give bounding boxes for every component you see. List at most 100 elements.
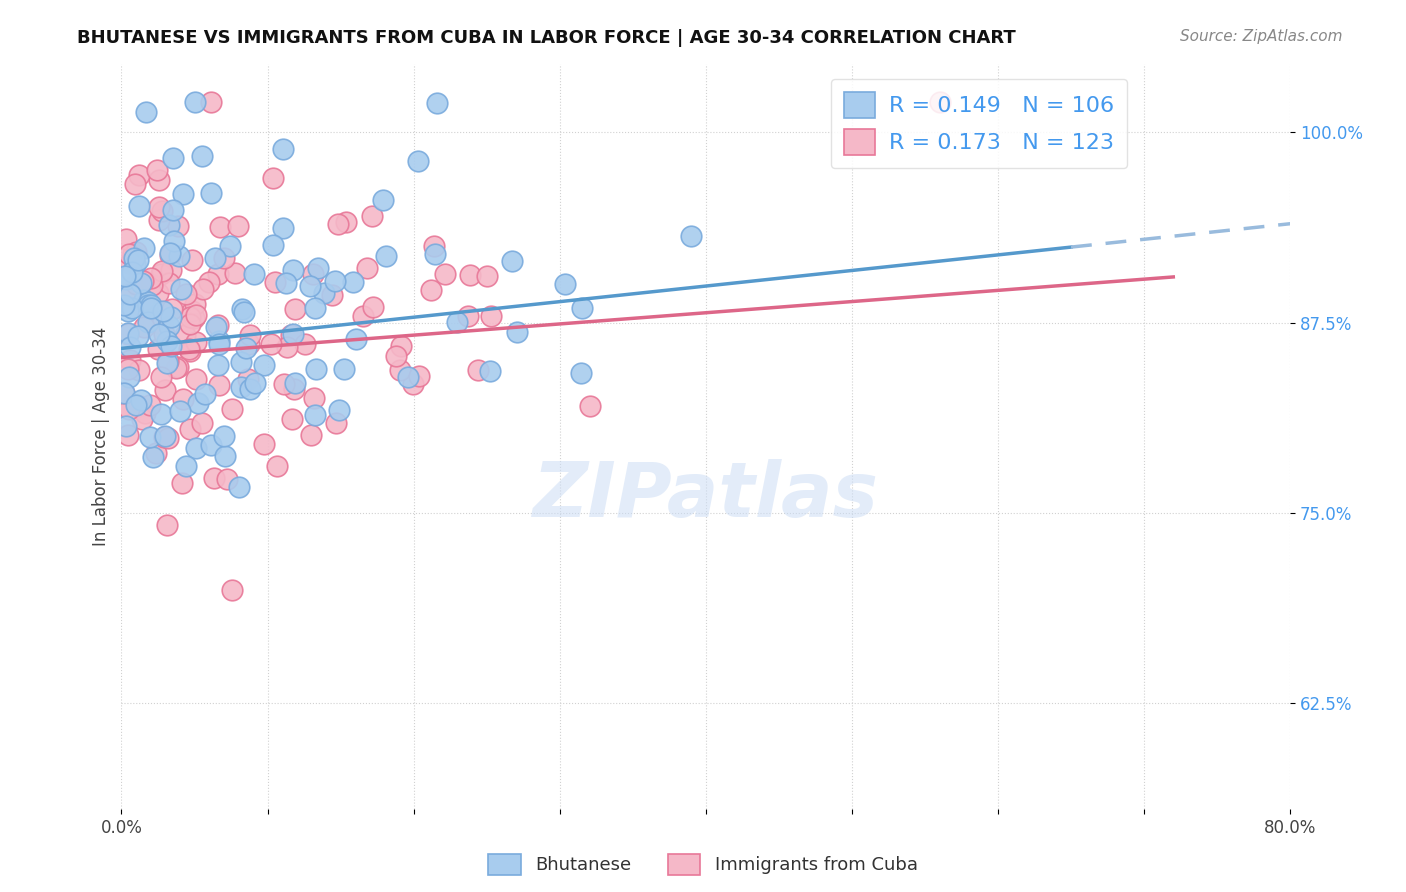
- Point: [150, 370, 173, 384]
- Point: [117, 326, 139, 341]
- Point: [142, 450, 165, 464]
- Point: [231, 380, 253, 394]
- Point: [426, 95, 449, 110]
- Point: [321, 288, 343, 302]
- Point: [153, 383, 176, 397]
- Point: [204, 251, 226, 265]
- Point: [117, 303, 139, 318]
- Point: [190, 149, 212, 163]
- Point: [156, 353, 179, 368]
- Point: [136, 315, 159, 329]
- Point: [208, 377, 231, 392]
- Point: [112, 398, 135, 412]
- Point: [929, 95, 952, 109]
- Point: [194, 387, 217, 401]
- Point: [302, 392, 325, 406]
- Point: [276, 340, 298, 354]
- Point: [156, 334, 179, 348]
- Point: [207, 318, 229, 332]
- Point: [148, 200, 170, 214]
- Point: [328, 217, 350, 231]
- Point: [127, 253, 149, 268]
- Point: [148, 285, 170, 300]
- Point: [457, 309, 479, 323]
- Point: [132, 241, 155, 255]
- Point: [360, 209, 382, 223]
- Point: [214, 450, 236, 464]
- Point: [260, 336, 283, 351]
- Point: [235, 341, 257, 355]
- Point: [112, 386, 135, 401]
- Point: [118, 247, 141, 261]
- Point: [131, 277, 153, 291]
- Point: [152, 327, 174, 342]
- Point: [125, 399, 148, 413]
- Point: [236, 372, 259, 386]
- Point: [231, 302, 253, 317]
- Point: [148, 212, 170, 227]
- Point: [342, 275, 364, 289]
- Point: [284, 301, 307, 316]
- Point: [335, 214, 357, 228]
- Point: [118, 353, 141, 368]
- Point: [217, 472, 239, 486]
- Point: [344, 333, 367, 347]
- Point: [239, 327, 262, 342]
- Point: [118, 402, 141, 417]
- Point: [312, 286, 335, 301]
- Point: [152, 317, 174, 331]
- Point: [361, 301, 384, 315]
- Point: [170, 476, 193, 491]
- Point: [243, 376, 266, 390]
- Point: [167, 219, 190, 233]
- Point: [139, 301, 162, 315]
- Point: [231, 355, 253, 369]
- Point: [152, 303, 174, 318]
- Point: [179, 343, 201, 357]
- Point: [131, 411, 153, 425]
- Point: [183, 297, 205, 311]
- Point: [117, 362, 139, 376]
- Point: [136, 295, 159, 310]
- Point: [153, 430, 176, 444]
- Point: [262, 171, 284, 186]
- Point: [141, 278, 163, 293]
- Point: [283, 382, 305, 396]
- Point: [145, 445, 167, 459]
- Text: Source: ZipAtlas.com: Source: ZipAtlas.com: [1180, 29, 1343, 45]
- Point: [127, 329, 149, 343]
- Point: [554, 277, 576, 292]
- Point: [132, 293, 155, 307]
- Point: [328, 403, 350, 417]
- Point: [146, 162, 169, 177]
- Point: [221, 582, 243, 597]
- Point: [385, 349, 408, 363]
- Point: [179, 310, 201, 325]
- Point: [120, 341, 142, 355]
- Point: [304, 301, 326, 316]
- Point: [150, 263, 173, 277]
- Point: [172, 187, 194, 202]
- Point: [266, 459, 288, 474]
- Point: [253, 359, 276, 373]
- Point: [408, 368, 430, 383]
- Point: [281, 263, 304, 277]
- Text: ZIPatlas: ZIPatlas: [533, 459, 879, 533]
- Point: [139, 430, 162, 444]
- Point: [208, 336, 231, 351]
- Point: [406, 154, 429, 169]
- Point: [264, 275, 287, 289]
- Point: [273, 220, 295, 235]
- Point: [174, 328, 197, 343]
- Point: [124, 244, 146, 259]
- Point: [569, 366, 592, 380]
- Point: [162, 152, 184, 166]
- Point: [467, 362, 489, 376]
- Point: [156, 431, 179, 445]
- Point: [146, 342, 169, 356]
- Point: [170, 282, 193, 296]
- Point: [124, 177, 146, 191]
- Point: [460, 268, 482, 282]
- Point: [304, 408, 326, 422]
- Point: [212, 251, 235, 265]
